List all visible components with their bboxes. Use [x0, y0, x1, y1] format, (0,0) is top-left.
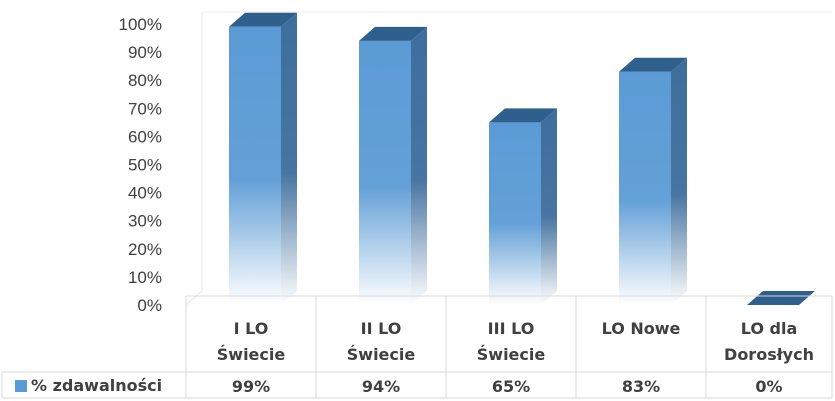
- y-tick-label: 40%: [128, 184, 162, 203]
- category-label: Świecie: [347, 345, 416, 364]
- bar: [359, 26, 427, 306]
- y-tick-label: 60%: [128, 127, 162, 146]
- data-label: 0%: [755, 377, 782, 396]
- bar-side: [671, 57, 687, 305]
- category-label: III LO: [488, 319, 535, 338]
- data-label: 83%: [622, 377, 660, 396]
- bar: [489, 108, 557, 305]
- bar-top: [489, 108, 557, 123]
- data-label: 65%: [492, 377, 530, 396]
- legend-series-name: % zdawalności: [31, 376, 162, 395]
- legend-key: [15, 380, 27, 392]
- bar-top: [747, 291, 815, 305]
- back-wall-edge: [185, 12, 203, 306]
- y-tick-label: 50%: [128, 156, 162, 175]
- plot-back-wall: [185, 11, 832, 306]
- category-label: Świecie: [477, 345, 546, 364]
- y-tick-label: 20%: [128, 240, 162, 259]
- data-label: 94%: [362, 377, 400, 396]
- bar-front: [229, 26, 281, 306]
- y-tick-label: 100%: [119, 15, 162, 34]
- y-tick-label: 30%: [128, 212, 162, 231]
- bar-top: [229, 12, 297, 27]
- category-label: Dorosłych: [724, 345, 814, 364]
- bar-top: [359, 26, 427, 41]
- y-tick-label: 70%: [128, 99, 162, 118]
- category-label: I LO: [234, 319, 269, 338]
- bar-top: [619, 57, 687, 72]
- data-table: I LO Świecie II LO Świecie III LO Świecie LO N…: [1, 295, 833, 399]
- bar-side: [541, 108, 557, 305]
- bar-front: [619, 71, 671, 306]
- bar-side: [411, 26, 427, 306]
- category-label: Świecie: [217, 345, 286, 364]
- bar-front: [489, 122, 541, 305]
- y-tick-label: 80%: [128, 71, 162, 90]
- bar-front: [359, 40, 411, 306]
- category-label: II LO: [361, 319, 402, 338]
- data-label: 99%: [232, 377, 270, 396]
- category-label: LO Nowe: [602, 319, 681, 338]
- y-tick-label: 90%: [128, 43, 162, 62]
- bar: [229, 12, 297, 306]
- bar-side: [281, 12, 297, 306]
- y-axis-ticks: 0% 10% 20% 30% 40% 50% 60% 70% 80% 90% 100%: [119, 15, 162, 315]
- bars: [229, 12, 815, 306]
- bar: [747, 291, 815, 305]
- y-tick-label: 0%: [137, 296, 162, 315]
- category-label: LO dla: [741, 319, 798, 338]
- y-tick-label: 10%: [128, 268, 162, 287]
- bar: [619, 57, 687, 306]
